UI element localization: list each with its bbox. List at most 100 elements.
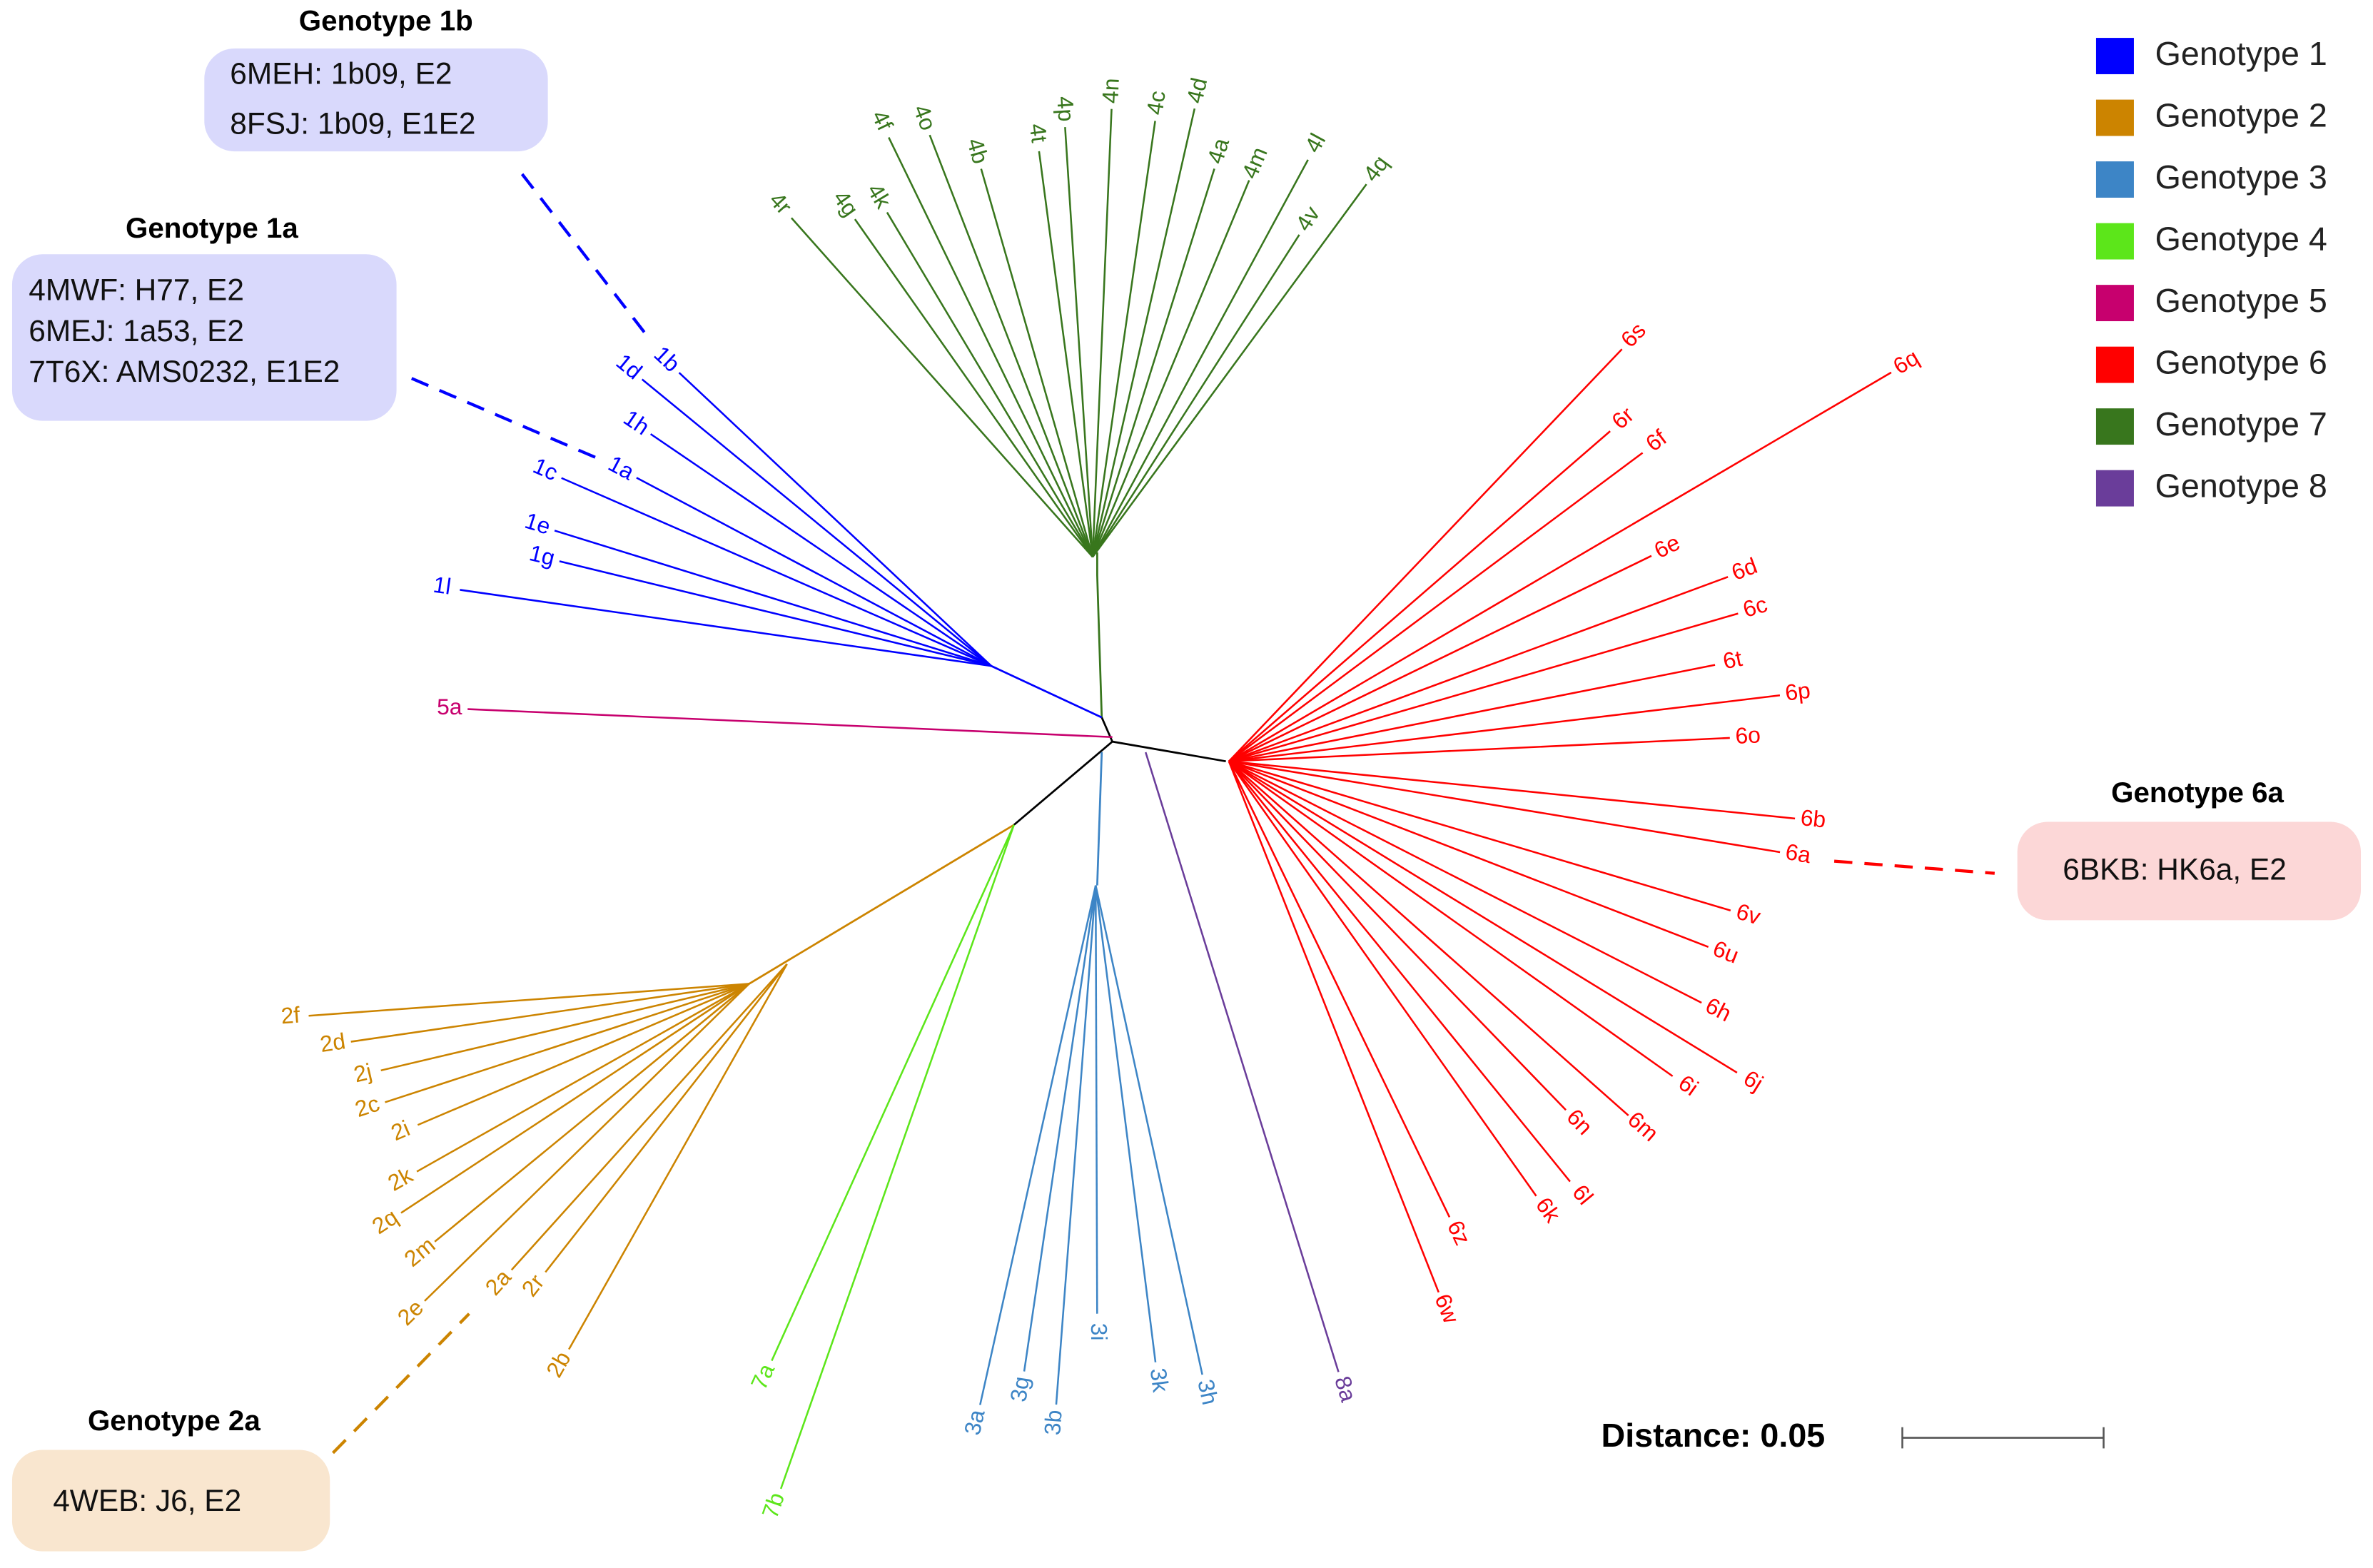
leaf-label: 3b [1039, 1409, 1067, 1436]
connector [1833, 859, 1995, 875]
leaf-label: 1a [604, 450, 639, 485]
leaf-label: 6d [1728, 552, 1761, 585]
branch [779, 824, 1015, 1489]
branch [510, 963, 788, 1271]
callout-line: 6BKB: HK6a, E2 [2063, 853, 2287, 886]
leaf-label: 2b [541, 1347, 576, 1382]
backbone-branch [1101, 717, 1113, 742]
branch [979, 885, 1097, 1405]
connector [410, 377, 607, 463]
legend-label: Genotype 2 [2155, 96, 2327, 133]
leaf-label: 6e [1650, 529, 1684, 563]
leaf-label: 6l [1567, 1180, 1599, 1210]
branch [1228, 761, 1451, 1218]
legend-swatch [2095, 99, 2134, 136]
branch [1055, 885, 1097, 1405]
leaf-label: 2q [368, 1204, 403, 1240]
branch [1145, 752, 1340, 1372]
callout: Genotype 1b 6MEH: 1b09, E2 8FSJ: 1b09, E1E… [204, 5, 548, 152]
leaf-label: 6r [1607, 401, 1639, 434]
legend-label: Genotype 1 [2155, 35, 2327, 72]
branch [929, 134, 1094, 557]
callout-title: Genotype 1a [126, 212, 298, 244]
branch [1091, 159, 1309, 558]
leaf-label: 6w [1430, 1290, 1464, 1327]
leaf-label: 4k [862, 179, 896, 213]
leaf-label: 6k [1531, 1193, 1566, 1227]
branch [641, 378, 992, 667]
callout-line: 4WEB: J6, E2 [53, 1484, 241, 1517]
branch [308, 983, 749, 1017]
branch [1091, 108, 1196, 557]
leaf-label: 2c [352, 1090, 383, 1122]
legend-label: Genotype 7 [2155, 405, 2327, 442]
leaf-label: 4c [1141, 89, 1170, 116]
callout-box [204, 48, 548, 152]
branch [568, 963, 788, 1350]
branch [1228, 760, 1796, 820]
leaf-label: 4n [1097, 78, 1123, 104]
leaf-label: 2k [383, 1162, 417, 1196]
leaf-label: 1b [649, 341, 685, 377]
branch [1091, 234, 1300, 558]
leaf-label: 6v [1734, 898, 1764, 929]
branch [854, 218, 1094, 558]
branch [888, 137, 1094, 557]
leaf-label: 4q [1358, 151, 1394, 186]
leaf-label: 1d [612, 348, 647, 384]
leaf-label: 1e [522, 507, 553, 540]
branch [1038, 151, 1094, 557]
branch [1228, 371, 1892, 762]
leaf-label: 6o [1735, 722, 1761, 749]
legend-label: Genotype 6 [2155, 343, 2327, 380]
leaf-label: 6s [1616, 317, 1651, 352]
callout: Genotype 1a 4MWF: H77, E2 6MEJ: 1a53, E2 7T… [11, 212, 397, 421]
branch [380, 983, 749, 1072]
callout-line: 6MEH: 1b09, E2 [230, 56, 452, 90]
branch [1228, 760, 1709, 948]
leaf-label: 4d [1181, 75, 1212, 105]
callout-title: Genotype 1b [299, 5, 473, 37]
connectors [332, 173, 1995, 1455]
leaf-label: 6t [1721, 645, 1744, 674]
legend-swatch [2095, 161, 2134, 198]
clade-stem [1096, 752, 1103, 886]
branch [980, 168, 1094, 557]
branch [350, 983, 749, 1043]
branch [545, 963, 788, 1273]
clade-stem [991, 664, 1103, 719]
clade-stem [748, 824, 1015, 985]
backbone-branch [1013, 740, 1226, 826]
leaf-label: 6n [1562, 1103, 1597, 1139]
callout-line: 6MEJ: 1a53, E2 [29, 314, 244, 348]
callout-line: 7T6X: AMS0232, E1E2 [29, 355, 340, 388]
branch [1228, 760, 1731, 911]
branch [416, 983, 750, 1173]
leaf-label: 4v [1290, 201, 1325, 236]
legend-label: Genotype 8 [2155, 467, 2327, 504]
callout: Genotype 2a 4WEB: J6, E2 [11, 1405, 330, 1552]
leaf-label: 2m [399, 1232, 440, 1272]
leaf-label: 1l [432, 572, 453, 600]
leaf-label: 2r [517, 1269, 550, 1301]
branch [434, 983, 750, 1243]
leaf-label: 2a [480, 1264, 517, 1300]
branch [417, 983, 750, 1126]
branch [1228, 555, 1652, 762]
branch [1064, 127, 1094, 557]
branch [636, 477, 992, 667]
branch [400, 983, 750, 1214]
legend-swatch [2095, 223, 2134, 260]
branch [1092, 183, 1367, 558]
leaf-label: 8a [1330, 1373, 1362, 1405]
callout-box [2017, 821, 2362, 921]
leaf-label: 6c [1740, 591, 1770, 622]
leaf-label: 1g [527, 540, 557, 570]
callout: Genotype 6a 6BKB: HK6a, E2 [2017, 777, 2362, 921]
clade: 5a [437, 694, 1113, 739]
legend-swatch [2095, 470, 2134, 507]
